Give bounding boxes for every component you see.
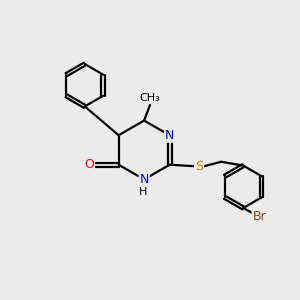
Text: CH₃: CH₃ bbox=[140, 94, 160, 103]
Text: N: N bbox=[140, 173, 149, 186]
Text: H: H bbox=[139, 187, 147, 197]
Text: O: O bbox=[84, 158, 94, 171]
Text: S: S bbox=[195, 160, 203, 173]
Text: N: N bbox=[165, 129, 174, 142]
Text: Br: Br bbox=[253, 210, 266, 223]
